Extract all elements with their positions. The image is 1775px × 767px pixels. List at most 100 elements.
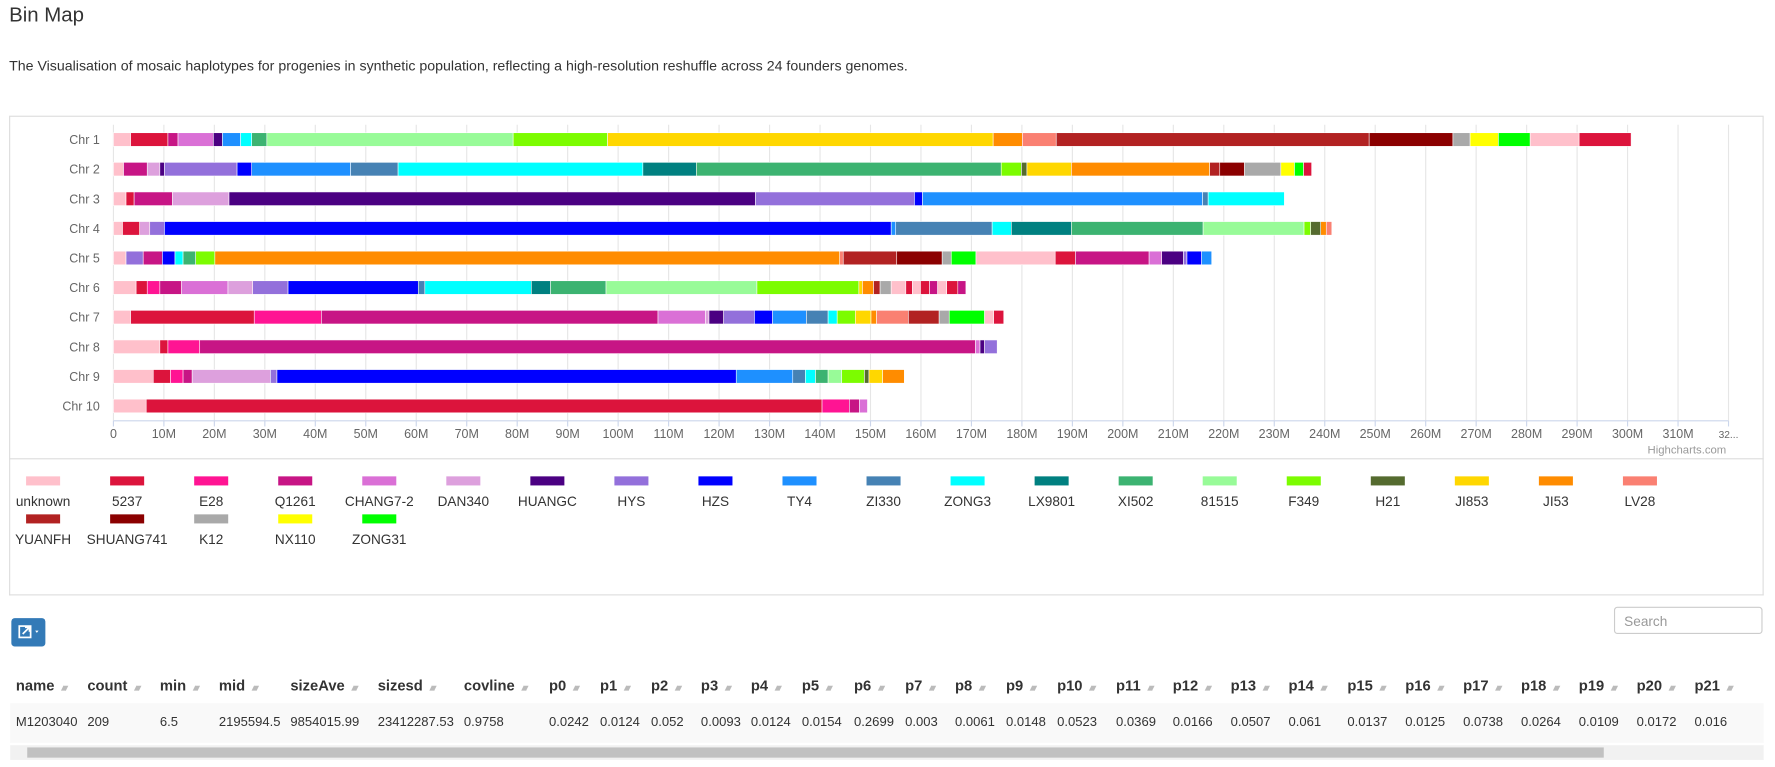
bar-segment — [890, 280, 907, 295]
bar-segment — [1280, 162, 1295, 177]
bar-segment — [948, 310, 985, 325]
x-tick-label: 90M — [556, 427, 580, 441]
bar-segment — [1183, 250, 1188, 266]
bar-segment — [424, 280, 532, 295]
column-header[interactable]: p21 — [1694, 677, 1731, 694]
column-header[interactable]: p6 — [854, 677, 883, 694]
bar-segment — [755, 191, 915, 206]
y-tick-label: Chr 5 — [69, 252, 100, 266]
legend-panel — [9, 458, 1764, 596]
table-cell: 0.0154 — [801, 715, 842, 730]
column-header[interactable]: min — [160, 677, 198, 694]
bar-segment — [512, 132, 608, 147]
legend-swatch — [110, 476, 145, 486]
x-tick-label: 200M — [1107, 427, 1138, 441]
bar-segment — [1209, 162, 1221, 177]
bar-segment — [735, 369, 794, 384]
column-header[interactable]: p16 — [1405, 677, 1442, 694]
x-tick-label: 32... — [1719, 430, 1739, 441]
bar-segment — [1011, 221, 1072, 236]
column-header[interactable]: p18 — [1521, 677, 1558, 694]
bar-segment — [251, 132, 268, 147]
legend-swatch — [110, 514, 145, 524]
bar-segment — [975, 250, 1056, 266]
column-header[interactable]: sizesd — [378, 677, 434, 694]
y-tick-label: Chr 6 — [69, 281, 100, 295]
table-cell: 0.0523 — [1057, 715, 1097, 730]
x-tick-label: 130M — [754, 427, 785, 441]
column-header[interactable]: p19 — [1579, 677, 1616, 694]
column-header[interactable]: p1 — [600, 677, 629, 694]
column-header[interactable]: covline — [464, 677, 526, 694]
export-button[interactable] — [11, 618, 46, 647]
bar-segment — [975, 339, 981, 354]
column-header[interactable]: p3 — [701, 677, 730, 694]
column-header[interactable]: p14 — [1288, 677, 1325, 694]
export-icon — [18, 625, 39, 639]
bar-segment — [240, 132, 252, 147]
x-tick-label: 190M — [1057, 427, 1088, 441]
bar-segment — [879, 280, 892, 295]
column-header[interactable]: p13 — [1231, 677, 1268, 694]
bar-segment — [227, 280, 254, 295]
bar-segment — [991, 221, 1012, 236]
bar-segment — [805, 369, 816, 384]
bar-segment — [133, 191, 173, 206]
y-tick-label: Chr 2 — [69, 163, 100, 177]
column-header[interactable]: p11 — [1116, 677, 1152, 694]
search-input[interactable]: Search — [1613, 606, 1763, 635]
x-tick-label: 50M — [354, 427, 378, 441]
column-header[interactable]: p9 — [1006, 677, 1035, 694]
bar-segment — [1529, 132, 1580, 147]
column-header[interactable]: p0 — [549, 677, 578, 694]
bar-segment — [605, 280, 758, 295]
column-header[interactable]: mid — [219, 677, 257, 694]
x-tick-label: 290M — [1562, 427, 1593, 441]
x-tick-label: 250M — [1360, 427, 1391, 441]
x-tick-label: 180M — [1006, 427, 1037, 441]
bar-segment — [1303, 221, 1311, 236]
column-header[interactable]: count — [87, 677, 139, 694]
bar-segment — [1368, 132, 1454, 147]
legend-label: XI502 — [1118, 494, 1154, 509]
column-header[interactable]: p12 — [1173, 677, 1210, 694]
legend-label: H21 — [1375, 494, 1400, 509]
bar-segment — [113, 398, 147, 414]
column-header[interactable]: p10 — [1057, 677, 1094, 694]
column-header[interactable]: name — [16, 677, 66, 694]
bar-segment — [756, 280, 860, 295]
bar-segment — [146, 280, 161, 295]
x-tick-label: 240M — [1309, 427, 1340, 441]
bar-segment — [922, 191, 1203, 206]
legend-swatch — [194, 476, 229, 486]
bar-segment — [876, 310, 909, 325]
bar-segment — [1201, 250, 1212, 266]
bar-segment — [236, 162, 252, 177]
legend-label: HUANGC — [518, 494, 577, 509]
bar-segment — [1320, 221, 1327, 236]
scrollbar-thumb[interactable] — [27, 747, 1604, 758]
bar-segment — [946, 280, 959, 295]
column-header[interactable]: sizeAve — [290, 677, 356, 694]
legend-swatch — [866, 476, 901, 486]
column-header[interactable]: p4 — [751, 677, 780, 694]
column-header[interactable]: p20 — [1637, 677, 1674, 694]
column-header[interactable]: p2 — [651, 677, 680, 694]
legend-label: LV28 — [1625, 494, 1656, 509]
legend-label: YUANFH — [15, 532, 71, 547]
bar-segment — [253, 310, 322, 325]
legend-label: Q1261 — [275, 494, 316, 509]
legend-label: unknown — [16, 494, 70, 509]
bar-segment — [827, 369, 843, 384]
legend-label: TY4 — [787, 494, 812, 509]
column-header[interactable]: p7 — [905, 677, 934, 694]
column-header[interactable]: p17 — [1463, 677, 1500, 694]
bar-segment — [199, 339, 976, 354]
table-cell: 0.0124 — [599, 715, 640, 730]
bar-segment — [1075, 250, 1150, 266]
legend-swatch — [1034, 476, 1069, 486]
bar-segment — [159, 339, 169, 354]
column-header[interactable]: p15 — [1347, 677, 1384, 694]
column-header[interactable]: p5 — [802, 677, 831, 694]
column-header[interactable]: p8 — [955, 677, 984, 694]
